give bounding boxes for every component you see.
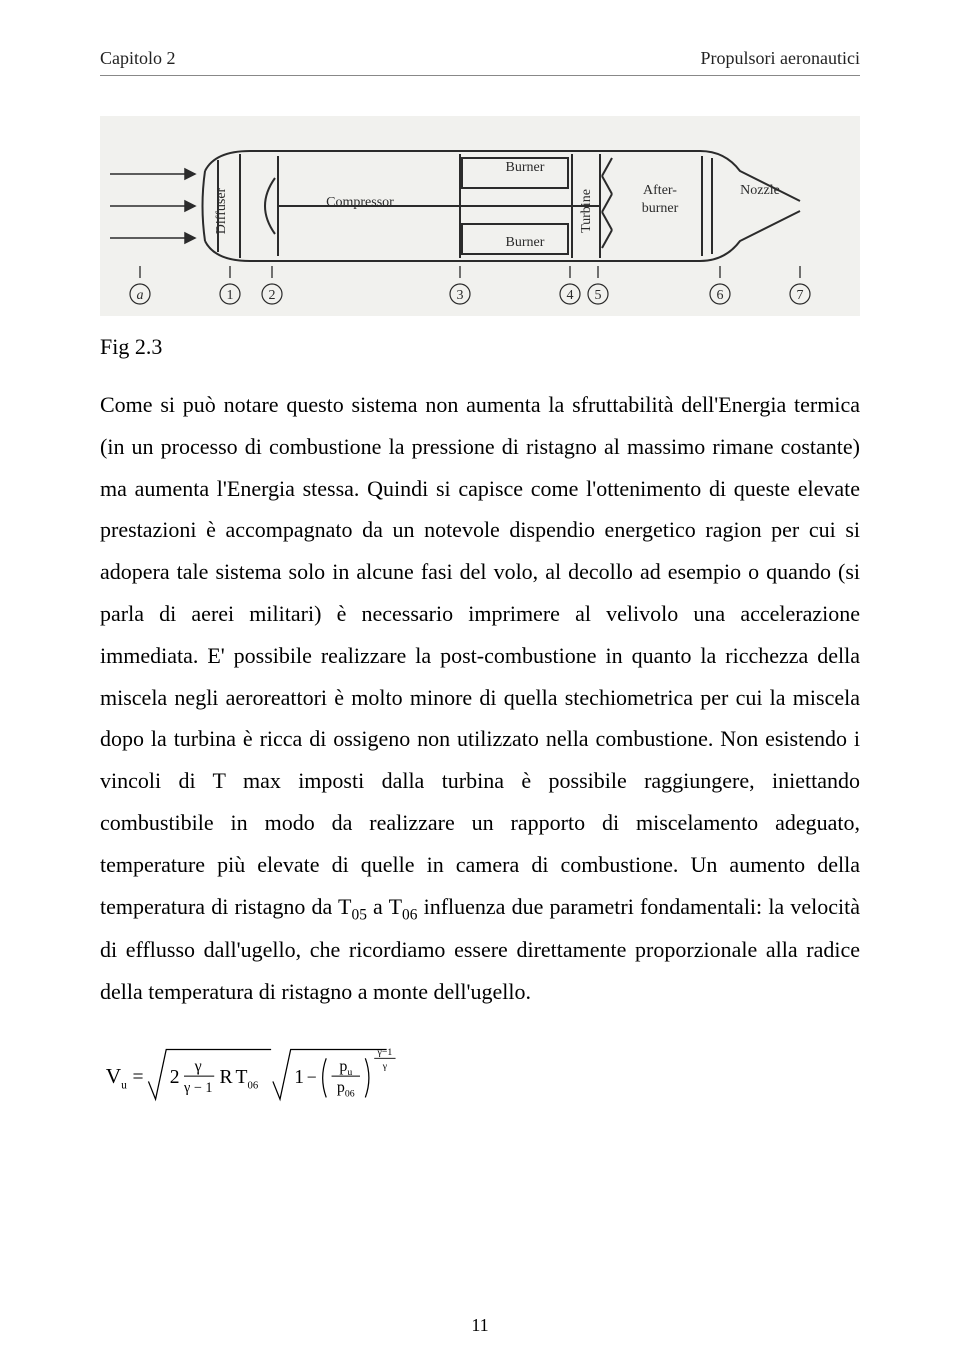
formula-R: R [220, 1067, 234, 1088]
formula-exp-den: γ [382, 1061, 388, 1072]
component-label: Burner [506, 235, 545, 250]
component-label: Turbine [579, 189, 594, 233]
component-label: Diffuser [214, 187, 229, 234]
formula-gamma-num: γ [194, 1058, 202, 1075]
formula-pnum: pu [339, 1058, 352, 1078]
component-label: burner [642, 201, 679, 216]
station-label: 7 [797, 288, 804, 303]
paren-left [323, 1058, 327, 1097]
paren-right [365, 1058, 369, 1097]
engine-figure: a 1 2 3 4 5 6 7 Diffuser Compressor Burner Burner T… [100, 116, 860, 316]
formula-one: 1 [294, 1067, 304, 1088]
radical-inner [273, 1049, 387, 1099]
header-rule [100, 75, 860, 76]
header-left: Capitolo 2 [100, 48, 176, 69]
component-label: Nozzle [740, 183, 780, 198]
component-label: Burner [506, 160, 545, 175]
station-label: 4 [567, 288, 574, 303]
page-number: 11 [0, 1315, 960, 1336]
station-label: 5 [595, 288, 602, 303]
component-label: Compressor [326, 195, 394, 210]
formula-Vu: Vu [106, 1064, 127, 1091]
component-label: After- [643, 183, 677, 198]
figure-caption: Fig 2.3 [100, 334, 860, 360]
formula-gamma-den: γ − 1 [183, 1080, 213, 1096]
station-label: 1 [227, 288, 234, 303]
formula-pden: p06 [337, 1079, 355, 1099]
formula-group: Vu = 2 γ γ − 1 R T06 1 [106, 1047, 396, 1100]
station-label: 6 [717, 288, 724, 303]
formula-exp-num: γ−1 [377, 1047, 393, 1058]
formula-eq: = [132, 1067, 143, 1088]
engine-diagram-svg: a 1 2 3 4 5 6 7 Diffuser Compressor Burner Burner T… [100, 116, 860, 316]
station-label: a [137, 288, 144, 303]
page: Capitolo 2 Propulsori aeronautici [0, 0, 960, 1366]
formula-minus: − [307, 1067, 317, 1087]
running-header: Capitolo 2 Propulsori aeronautici [100, 48, 860, 69]
formula: Vu = 2 γ γ − 1 R T06 1 [100, 1037, 860, 1122]
station-label: 2 [269, 288, 276, 303]
formula-2: 2 [170, 1067, 180, 1088]
station-label: 3 [457, 288, 464, 303]
formula-svg: Vu = 2 γ γ − 1 R T06 1 [100, 1037, 460, 1117]
body-paragraph: Come si può notare questo sistema non au… [100, 384, 860, 1013]
header-right: Propulsori aeronautici [701, 48, 860, 69]
formula-T: T06 [236, 1067, 259, 1091]
